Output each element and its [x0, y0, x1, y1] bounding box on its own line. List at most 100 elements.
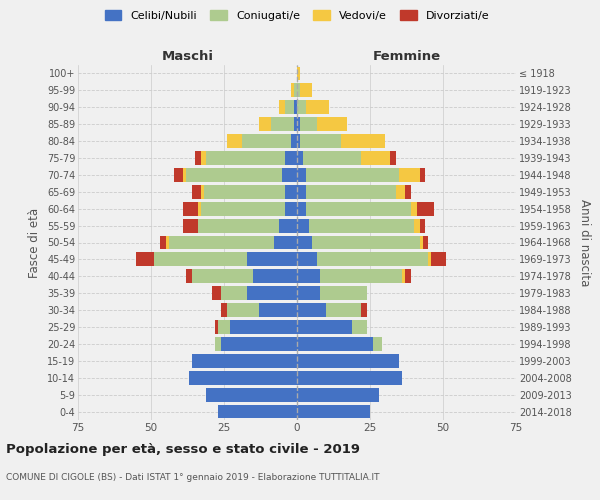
Bar — [227, 303, 259, 317]
Y-axis label: Anni di nascita: Anni di nascita — [578, 199, 591, 286]
Bar — [183, 168, 186, 182]
Bar — [297, 320, 352, 334]
Bar — [286, 100, 294, 114]
Bar — [169, 236, 274, 250]
Bar — [297, 270, 320, 283]
Bar — [431, 252, 446, 266]
Bar — [218, 320, 230, 334]
Bar — [352, 320, 367, 334]
Y-axis label: Fasce di età: Fasce di età — [28, 208, 41, 278]
Bar — [306, 185, 396, 198]
Bar — [154, 252, 247, 266]
Bar — [297, 117, 300, 131]
Bar — [428, 252, 431, 266]
Bar — [361, 151, 391, 165]
Bar — [198, 218, 280, 232]
Bar — [198, 202, 200, 215]
Bar — [419, 168, 425, 182]
Bar — [373, 337, 382, 351]
Bar — [297, 202, 306, 215]
Bar — [297, 185, 306, 198]
Bar — [183, 202, 198, 215]
Bar — [308, 218, 414, 232]
Bar — [183, 218, 198, 232]
Bar — [212, 286, 221, 300]
Bar — [297, 404, 370, 418]
Text: Popolazione per età, sesso e stato civile - 2019: Popolazione per età, sesso e stato civil… — [6, 442, 360, 456]
Bar — [391, 151, 396, 165]
Legend: Celibi/Nubili, Coniugati/e, Vedovi/e, Divorziati/e: Celibi/Nubili, Coniugati/e, Vedovi/e, Di… — [101, 6, 493, 24]
Bar — [166, 236, 169, 250]
Bar — [286, 151, 297, 165]
Bar — [291, 134, 297, 148]
Bar — [300, 84, 311, 98]
Bar — [297, 134, 300, 148]
Bar — [306, 168, 399, 182]
Bar — [297, 303, 326, 317]
Bar — [192, 185, 200, 198]
Bar — [221, 286, 247, 300]
Bar — [286, 202, 297, 215]
Bar — [311, 236, 419, 250]
Text: COMUNE DI CIGOLE (BS) - Dati ISTAT 1° gennaio 2019 - Elaborazione TUTTITALIA.IT: COMUNE DI CIGOLE (BS) - Dati ISTAT 1° ge… — [6, 472, 380, 482]
Bar — [160, 236, 166, 250]
Bar — [192, 354, 297, 368]
Bar — [411, 202, 417, 215]
Bar — [297, 66, 300, 80]
Bar — [399, 168, 419, 182]
Bar — [247, 286, 297, 300]
Bar — [227, 134, 242, 148]
Bar — [294, 84, 297, 98]
Bar — [297, 388, 379, 402]
Bar — [320, 270, 402, 283]
Bar — [417, 202, 434, 215]
Bar — [200, 151, 206, 165]
Bar — [253, 270, 297, 283]
Bar — [192, 270, 253, 283]
Bar — [326, 303, 361, 317]
Bar — [297, 151, 303, 165]
Bar — [297, 236, 311, 250]
Text: Femmine: Femmine — [373, 50, 440, 64]
Bar — [419, 236, 422, 250]
Bar — [297, 168, 306, 182]
Bar — [271, 117, 294, 131]
Bar — [274, 236, 297, 250]
Bar — [405, 270, 411, 283]
Bar — [218, 404, 297, 418]
Bar — [186, 168, 283, 182]
Bar — [200, 202, 286, 215]
Bar — [297, 371, 402, 384]
Bar — [303, 151, 361, 165]
Bar — [189, 371, 297, 384]
Bar — [300, 134, 341, 148]
Bar — [297, 354, 399, 368]
Bar — [259, 303, 297, 317]
Bar — [341, 134, 385, 148]
Bar — [175, 168, 183, 182]
Bar — [203, 185, 286, 198]
Bar — [247, 252, 297, 266]
Bar — [414, 218, 419, 232]
Bar — [286, 185, 297, 198]
Bar — [291, 84, 294, 98]
Bar — [280, 218, 297, 232]
Bar — [206, 388, 297, 402]
Bar — [280, 100, 286, 114]
Bar — [283, 168, 297, 182]
Bar — [294, 100, 297, 114]
Bar — [297, 252, 317, 266]
Bar — [206, 151, 286, 165]
Bar — [136, 252, 154, 266]
Bar — [297, 100, 306, 114]
Bar — [195, 151, 200, 165]
Bar — [405, 185, 411, 198]
Bar — [215, 337, 221, 351]
Bar — [306, 202, 411, 215]
Bar — [419, 218, 425, 232]
Bar — [297, 84, 300, 98]
Bar — [221, 303, 227, 317]
Bar — [215, 320, 218, 334]
Bar — [297, 337, 373, 351]
Text: Maschi: Maschi — [161, 50, 214, 64]
